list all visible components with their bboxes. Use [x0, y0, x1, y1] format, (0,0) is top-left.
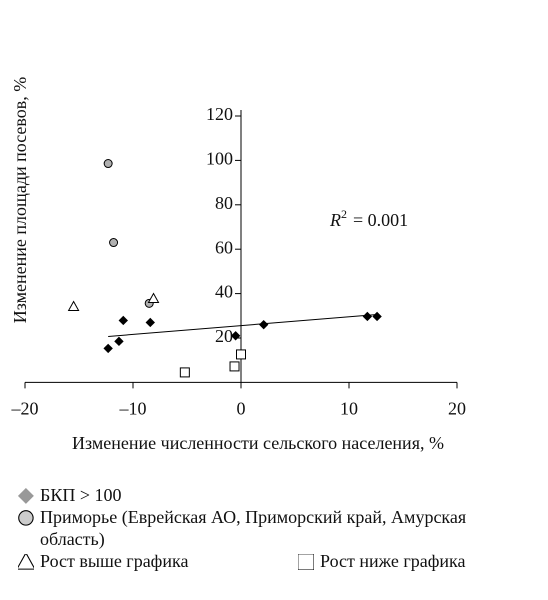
marker: [67, 300, 80, 311]
y-tick-label: 100: [206, 149, 233, 169]
x-tick-label: 20: [448, 399, 466, 419]
legend-marker: [298, 554, 314, 570]
marker: [229, 361, 240, 372]
y-tick-label: 20: [215, 326, 233, 346]
x-tick-label: 10: [340, 399, 358, 419]
marker: [18, 554, 34, 570]
marker: [103, 159, 113, 169]
marker: [145, 317, 155, 328]
y-tick-label: 40: [215, 282, 233, 302]
legend-marker: [18, 488, 34, 504]
marker: [109, 238, 119, 248]
legend-label: БКП > 100: [40, 485, 122, 505]
marker: [114, 336, 124, 347]
x-tick-label: –20: [11, 399, 39, 419]
legend-item: Рост ниже графика: [298, 550, 465, 572]
marker: [236, 349, 246, 360]
legend-marker: [18, 554, 34, 570]
annotation: R2 = 0.001: [329, 207, 408, 230]
legend-item: БКП > 100: [18, 484, 538, 506]
marker: [372, 311, 382, 322]
legend-label: Рост выше графика: [40, 551, 189, 571]
x-tick-label: 0: [237, 399, 246, 419]
annotation-part: = 0.001: [353, 210, 408, 230]
legend: БКП > 100 Приморье (Еврейская АО, Приморс…: [18, 484, 538, 572]
marker: [18, 488, 34, 504]
marker: [103, 343, 113, 354]
y-axis-label: Изменение площади посевов, %: [10, 77, 30, 324]
legend-label: Приморье (Еврейская АО, Приморский край,…: [40, 507, 467, 549]
y-tick-label: 60: [215, 237, 233, 257]
x-axis-label: Изменение численности сельского населени…: [72, 433, 444, 453]
marker: [18, 510, 34, 526]
marker: [258, 319, 269, 330]
marker: [230, 331, 241, 341]
x-tick-label: –10: [119, 399, 147, 419]
legend-marker: [18, 510, 34, 526]
marker: [362, 311, 373, 322]
trendline: [108, 313, 378, 337]
marker: [147, 292, 160, 303]
legend-label: Рост ниже графика: [320, 551, 466, 571]
y-tick-label: 120: [206, 104, 233, 124]
y-tick-label: 80: [215, 193, 233, 213]
legend-item: Приморье (Еврейская АО, Приморский край,…: [18, 506, 530, 550]
annotation-part: R: [329, 210, 341, 230]
marker: [298, 554, 314, 570]
marker: [179, 367, 190, 378]
chart: Изменение площади посевов, % Изменение ч…: [10, 77, 466, 453]
annotation-part: 2: [341, 207, 347, 221]
legend-item: Рост выше графика: [18, 550, 538, 572]
marker: [118, 315, 128, 326]
